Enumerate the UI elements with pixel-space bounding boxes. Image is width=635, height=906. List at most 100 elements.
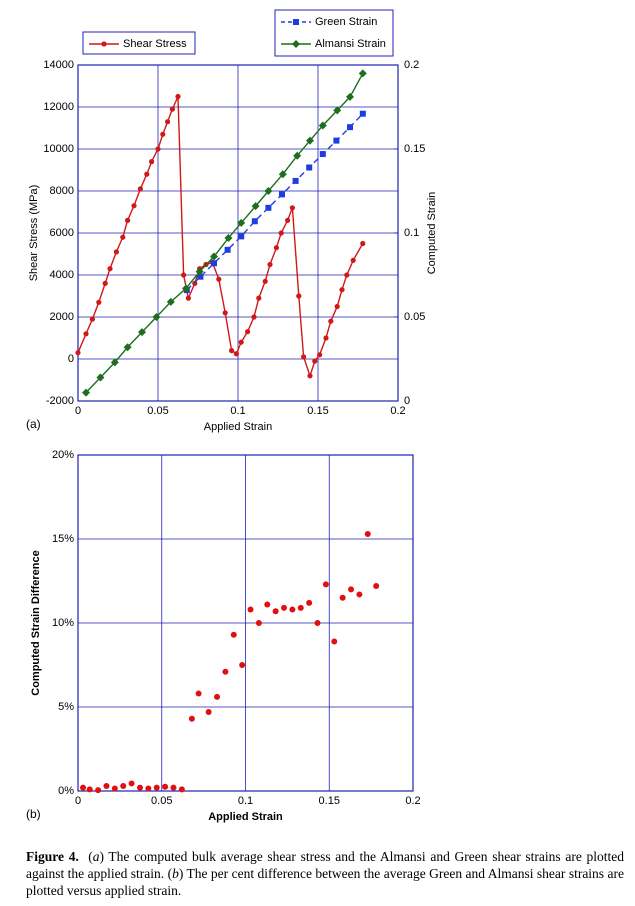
caption-text: ) The computed bulk average shear stress… xyxy=(26,849,625,881)
marker xyxy=(238,339,244,345)
y-tick-label: 12000 xyxy=(43,101,74,113)
marker xyxy=(323,335,329,341)
y-tick-label: 10% xyxy=(52,617,74,629)
marker xyxy=(339,287,345,293)
marker xyxy=(328,318,334,324)
x-tick-label: 0.2 xyxy=(390,405,405,417)
marker xyxy=(160,131,166,137)
marker xyxy=(197,273,204,280)
marker xyxy=(152,313,161,321)
marker xyxy=(86,786,93,793)
marker xyxy=(216,276,222,282)
marker xyxy=(178,786,185,793)
marker xyxy=(175,93,181,100)
marker xyxy=(75,350,81,356)
y-tick-label: -2000 xyxy=(46,395,74,407)
marker xyxy=(210,252,218,261)
y-tick-label: 20% xyxy=(52,449,74,461)
marker xyxy=(170,784,177,791)
marker xyxy=(344,272,350,278)
legend-box xyxy=(274,9,394,57)
y2-tick-label: 0.15 xyxy=(404,143,425,155)
marker xyxy=(153,784,160,791)
legend-box xyxy=(82,31,196,55)
y-axis-title: Computed Strain Difference xyxy=(30,550,42,695)
marker xyxy=(113,249,119,255)
marker xyxy=(306,136,314,145)
y2-tick-label: 0.05 xyxy=(404,311,425,323)
marker xyxy=(195,267,204,276)
x-tick-label: 0.15 xyxy=(319,795,340,807)
marker xyxy=(169,106,175,112)
marker xyxy=(96,373,105,382)
y2-tick-label: 0.2 xyxy=(404,59,419,71)
marker xyxy=(245,329,251,335)
marker xyxy=(281,604,288,611)
marker xyxy=(80,784,87,791)
marker xyxy=(136,784,143,791)
marker xyxy=(293,151,302,160)
caption-text: ( xyxy=(88,849,93,864)
marker xyxy=(185,295,191,301)
marker xyxy=(82,388,90,397)
y-tick-label: 0 xyxy=(68,353,74,365)
x-axis-title: Applied Strain xyxy=(208,811,283,823)
marker xyxy=(162,783,169,790)
x-tick-label: 0 xyxy=(75,795,81,807)
marker xyxy=(144,171,150,177)
marker xyxy=(188,715,195,722)
marker xyxy=(229,348,235,354)
y-tick-label: 8000 xyxy=(50,185,74,197)
marker xyxy=(289,205,295,211)
y-tick-label: 0% xyxy=(58,785,74,797)
marker xyxy=(301,354,307,360)
marker xyxy=(211,260,217,267)
marker xyxy=(192,280,198,286)
marker xyxy=(373,583,380,590)
marker xyxy=(138,328,146,337)
y-tick-label: 4000 xyxy=(50,269,74,281)
caption-label: Figure 4. xyxy=(26,849,79,864)
marker xyxy=(222,668,229,675)
marker xyxy=(273,245,279,251)
y-tick-label: 5% xyxy=(58,701,74,713)
plot-frame xyxy=(77,454,414,792)
marker xyxy=(251,218,258,225)
marker xyxy=(293,19,299,25)
figure: 0 0.05 0.1 0.15 0.2-200002000400060008000100… xyxy=(26,9,438,823)
marker xyxy=(264,187,273,195)
marker xyxy=(128,780,135,787)
marker xyxy=(322,581,329,588)
marker xyxy=(296,293,302,299)
marker xyxy=(247,606,254,613)
marker xyxy=(251,314,257,320)
marker xyxy=(292,40,300,48)
y2-axis-title: Computed Strain xyxy=(426,192,438,275)
marker xyxy=(103,782,110,789)
x-tick-label: 0.05 xyxy=(147,405,168,417)
x-axis-title: Applied Strain xyxy=(204,421,273,433)
marker xyxy=(239,662,246,668)
legend-label: Almansi Strain xyxy=(315,38,386,50)
marker xyxy=(319,151,326,158)
marker xyxy=(155,146,161,152)
marker xyxy=(205,709,212,716)
marker xyxy=(256,295,262,301)
marker xyxy=(297,604,304,611)
marker xyxy=(255,620,262,626)
marker xyxy=(267,261,273,268)
marker xyxy=(222,310,228,316)
marker xyxy=(317,352,323,358)
marker xyxy=(166,297,175,306)
marker xyxy=(120,234,126,240)
caption-text: a xyxy=(92,849,100,864)
caption-text: b xyxy=(172,866,179,881)
marker xyxy=(318,121,327,130)
marker xyxy=(224,234,233,243)
y-tick-label: 15% xyxy=(52,533,74,545)
marker xyxy=(346,92,354,101)
marker xyxy=(360,240,366,247)
marker xyxy=(107,266,113,272)
x-tick-label: 0.15 xyxy=(307,405,328,417)
marker xyxy=(95,787,102,794)
